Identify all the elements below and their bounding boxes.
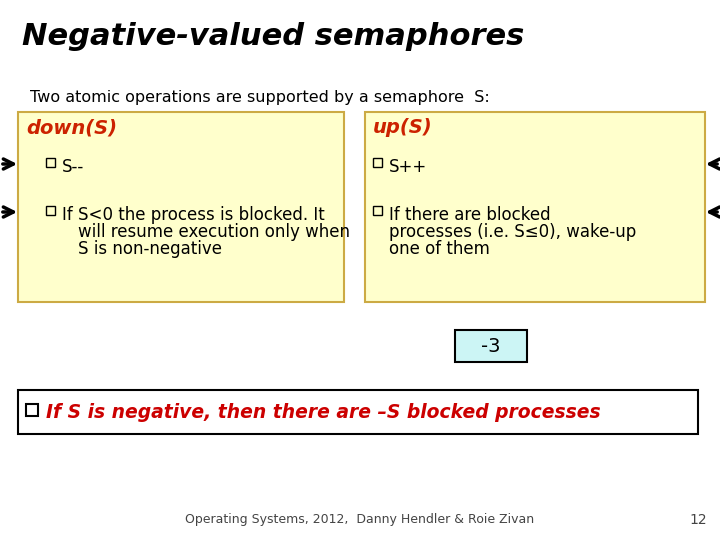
Bar [46, 206, 55, 215]
Bar [365, 112, 705, 302]
Text: down(S): down(S) [26, 118, 117, 137]
Text: If there are blocked: If there are blocked [389, 206, 551, 224]
Bar [46, 158, 55, 167]
Text: one of them: one of them [389, 240, 490, 258]
Text: 12: 12 [689, 513, 707, 527]
Bar [26, 404, 38, 416]
Bar [455, 330, 527, 362]
Text: S--: S-- [62, 158, 84, 176]
Text: will resume execution only when: will resume execution only when [78, 223, 350, 241]
Text: Negative-valued semaphores: Negative-valued semaphores [22, 22, 524, 51]
Bar [18, 390, 698, 434]
Text: processes (i.e. S≤0), wake-up: processes (i.e. S≤0), wake-up [389, 223, 636, 241]
Text: -3: -3 [481, 336, 500, 355]
Text: If S is negative, then there are –S blocked processes: If S is negative, then there are –S bloc… [46, 402, 600, 422]
Text: S is non-negative: S is non-negative [78, 240, 222, 258]
Text: If S<0 the process is blocked. It: If S<0 the process is blocked. It [62, 206, 325, 224]
Text: Operating Systems, 2012,  Danny Hendler & Roie Zivan: Operating Systems, 2012, Danny Hendler &… [186, 514, 534, 526]
Text: up(S): up(S) [373, 118, 433, 137]
Bar [373, 158, 382, 167]
Text: Two atomic operations are supported by a semaphore  S:: Two atomic operations are supported by a… [30, 90, 490, 105]
Bar [18, 112, 344, 302]
Text: S++: S++ [389, 158, 427, 176]
Bar [373, 206, 382, 215]
